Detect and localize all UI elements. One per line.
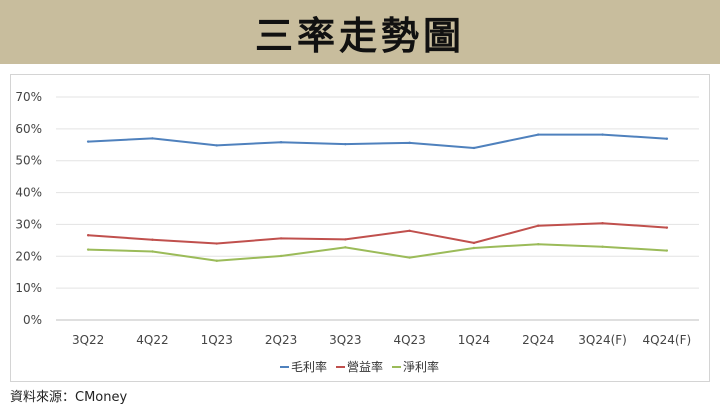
data-point — [215, 259, 218, 262]
data-point — [215, 144, 218, 147]
y-tick-label: 0% — [23, 313, 42, 327]
x-tick-label: 4Q22 — [136, 333, 168, 347]
data-point — [151, 137, 154, 140]
data-point — [601, 133, 604, 136]
data-point — [279, 141, 283, 144]
data-point — [472, 246, 476, 250]
x-tick-label: 3Q23 — [329, 333, 361, 347]
data-point — [151, 238, 154, 241]
line-chart: 0% 10% 20% 30% 40% 50% 60% 70% 3Q22 4Q22 1Q23 2Q23 3… — [15, 90, 699, 374]
data-point — [537, 133, 540, 136]
x-tick-label: 4Q24(F) — [643, 333, 692, 347]
x-tick-label: 4Q23 — [393, 333, 425, 347]
data-point — [601, 245, 604, 248]
x-tick-label: 1Q24 — [458, 333, 490, 347]
legend-label: 毛利率 — [291, 359, 327, 374]
data-point — [279, 237, 283, 240]
y-tick-label: 70% — [15, 90, 42, 104]
data-point — [472, 241, 476, 245]
data-point — [344, 238, 347, 241]
legend-label: 淨利率 — [403, 359, 439, 374]
y-tick-label: 50% — [15, 154, 42, 168]
page-title: 三率走勢圖 — [254, 13, 465, 58]
series-line — [87, 243, 668, 262]
data-point — [86, 248, 90, 251]
data-point — [472, 146, 476, 150]
y-tick-label: 10% — [15, 281, 42, 295]
data-point — [665, 249, 669, 252]
series-line — [87, 222, 668, 245]
source-note: 資料來源：CMoney — [10, 390, 128, 405]
data-point — [86, 140, 90, 143]
data-point — [151, 250, 154, 253]
series-line — [87, 133, 668, 149]
data-point — [408, 141, 411, 145]
y-tick-label: 60% — [15, 122, 42, 136]
x-tick-label: 2Q23 — [265, 333, 297, 347]
data-point — [537, 242, 540, 246]
y-tick-label: 30% — [15, 217, 42, 231]
data-point — [86, 234, 90, 237]
y-tick-label: 20% — [15, 249, 42, 263]
x-tick-label: 1Q23 — [201, 333, 233, 347]
x-tick-label: 3Q22 — [72, 333, 104, 347]
y-tick-label: 40% — [15, 186, 42, 200]
data-point — [344, 142, 347, 146]
data-point — [215, 242, 218, 245]
legend-label: 營益率 — [347, 359, 383, 374]
data-point — [279, 254, 283, 258]
x-tick-label: 3Q24(F) — [578, 333, 627, 347]
data-point — [665, 226, 669, 229]
data-point — [408, 229, 411, 232]
chart-frame: 0% 10% 20% 30% 40% 50% 60% 70% 3Q22 4Q22 1Q23 2Q23 3… — [10, 74, 710, 382]
data-point — [665, 137, 669, 140]
x-tick-label: 2Q24 — [522, 333, 554, 347]
data-point — [601, 221, 604, 225]
title-banner: 三率走勢圖 — [0, 0, 720, 64]
data-point — [537, 224, 540, 227]
data-point — [344, 246, 347, 249]
data-point — [408, 256, 411, 259]
